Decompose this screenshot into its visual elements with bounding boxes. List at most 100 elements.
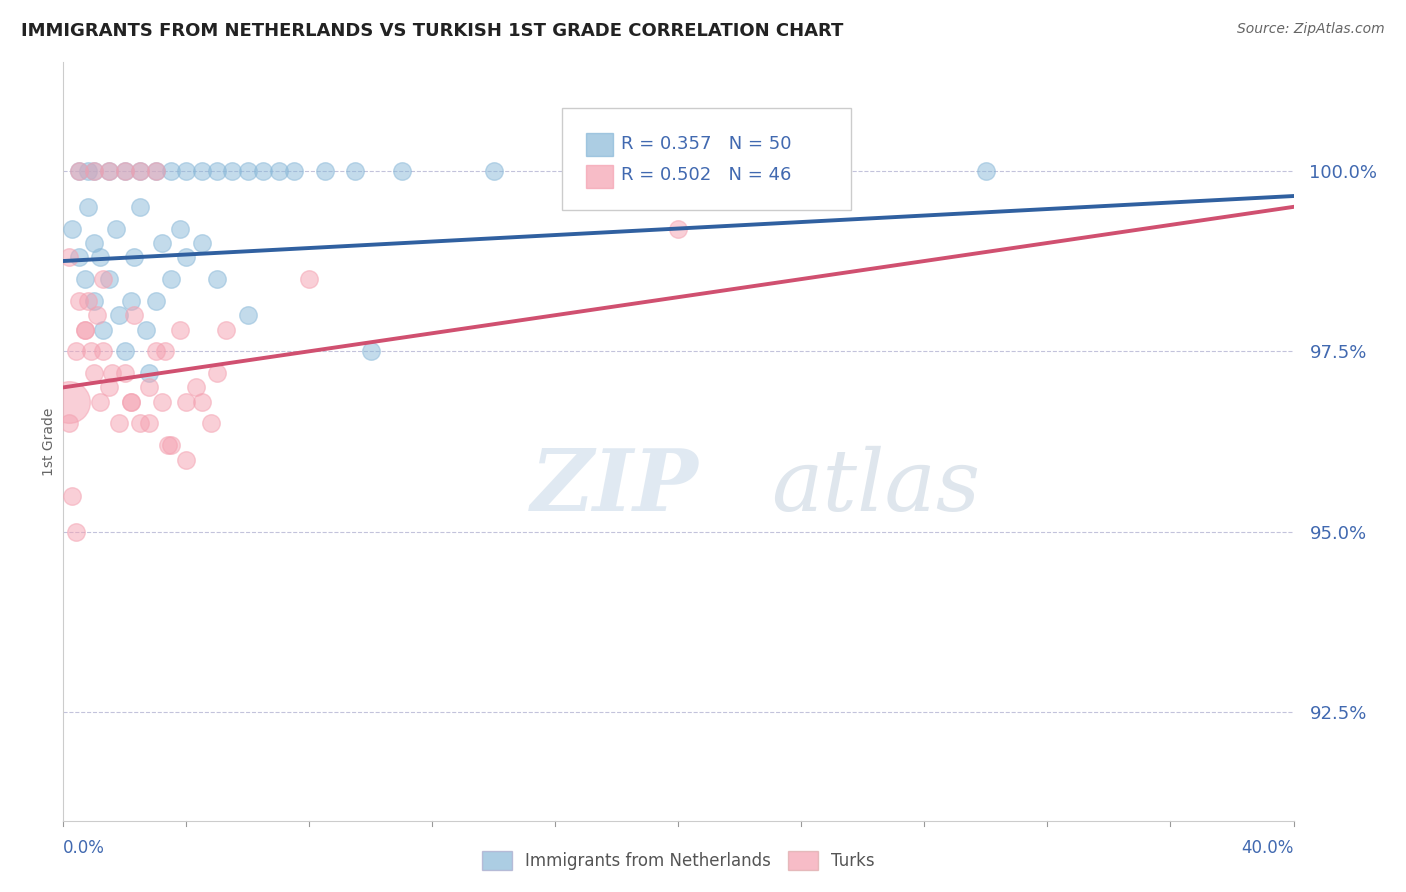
- Point: [89, 394, 111, 409]
- Point: [160, 272, 183, 286]
- Point: [91, 323, 114, 337]
- Point: [62, 489, 84, 503]
- Point: [821, 163, 844, 178]
- Point: [114, 344, 136, 359]
- Point: [344, 163, 367, 178]
- Point: [76, 200, 98, 214]
- Point: [236, 163, 259, 178]
- Point: [83, 235, 105, 250]
- Text: atlas: atlas: [770, 446, 980, 528]
- Point: [76, 163, 98, 178]
- Point: [65, 344, 87, 359]
- Point: [314, 163, 336, 178]
- Point: [98, 163, 121, 178]
- Point: [129, 163, 152, 178]
- Point: [80, 344, 103, 359]
- Point: [190, 163, 212, 178]
- Point: [114, 366, 136, 380]
- Point: [58, 417, 80, 431]
- Point: [135, 323, 157, 337]
- Point: [73, 323, 96, 337]
- Point: [73, 323, 96, 337]
- Point: [728, 163, 751, 178]
- Point: [145, 344, 167, 359]
- Text: R = 0.502   N = 46: R = 0.502 N = 46: [620, 167, 792, 185]
- Point: [120, 293, 142, 308]
- Point: [67, 251, 90, 265]
- Point: [129, 417, 152, 431]
- Point: [169, 221, 191, 235]
- Point: [145, 163, 167, 178]
- Text: 0.0%: 0.0%: [63, 838, 105, 856]
- FancyBboxPatch shape: [561, 108, 851, 211]
- Text: IMMIGRANTS FROM NETHERLANDS VS TURKISH 1ST GRADE CORRELATION CHART: IMMIGRANTS FROM NETHERLANDS VS TURKISH 1…: [21, 22, 844, 40]
- Point: [138, 380, 160, 394]
- Point: [73, 272, 96, 286]
- Point: [83, 293, 105, 308]
- Point: [98, 163, 121, 178]
- Point: [150, 235, 173, 250]
- Point: [58, 394, 80, 409]
- Point: [283, 163, 305, 178]
- Point: [114, 163, 136, 178]
- Point: [58, 251, 80, 265]
- Legend: Immigrants from Netherlands, Turks: Immigrants from Netherlands, Turks: [475, 845, 882, 877]
- Point: [67, 163, 90, 178]
- Point: [153, 344, 176, 359]
- Point: [122, 251, 145, 265]
- Point: [107, 417, 129, 431]
- Point: [86, 308, 108, 322]
- Point: [138, 417, 160, 431]
- Point: [666, 221, 689, 235]
- Text: R = 0.357   N = 50: R = 0.357 N = 50: [620, 135, 792, 153]
- Point: [89, 251, 111, 265]
- Point: [606, 163, 628, 178]
- Point: [252, 163, 274, 178]
- Point: [129, 200, 152, 214]
- Point: [190, 235, 212, 250]
- Point: [482, 163, 505, 178]
- Point: [83, 163, 105, 178]
- Point: [205, 163, 228, 178]
- Bar: [586, 165, 613, 187]
- Point: [120, 394, 142, 409]
- Point: [360, 344, 382, 359]
- Text: ZIP: ZIP: [531, 445, 699, 529]
- Point: [174, 394, 197, 409]
- Point: [83, 163, 105, 178]
- Point: [145, 163, 167, 178]
- Point: [205, 272, 228, 286]
- Point: [98, 380, 121, 394]
- Point: [267, 163, 290, 178]
- Point: [156, 438, 179, 452]
- Point: [221, 163, 243, 178]
- Text: Source: ZipAtlas.com: Source: ZipAtlas.com: [1237, 22, 1385, 37]
- Point: [174, 452, 197, 467]
- Point: [62, 221, 84, 235]
- Point: [120, 394, 142, 409]
- Point: [145, 293, 167, 308]
- Point: [391, 163, 413, 178]
- Point: [114, 163, 136, 178]
- Point: [169, 323, 191, 337]
- Point: [104, 221, 127, 235]
- Point: [298, 272, 321, 286]
- Y-axis label: 1st Grade: 1st Grade: [42, 408, 56, 475]
- Point: [138, 366, 160, 380]
- Point: [190, 394, 212, 409]
- Point: [205, 366, 228, 380]
- Point: [67, 293, 90, 308]
- Point: [98, 272, 121, 286]
- Point: [101, 366, 124, 380]
- Point: [122, 308, 145, 322]
- Point: [83, 366, 105, 380]
- Point: [150, 394, 173, 409]
- Point: [174, 251, 197, 265]
- Point: [65, 524, 87, 539]
- Point: [184, 380, 207, 394]
- Point: [91, 272, 114, 286]
- Point: [974, 163, 997, 178]
- Point: [91, 344, 114, 359]
- Point: [215, 323, 238, 337]
- Point: [200, 417, 222, 431]
